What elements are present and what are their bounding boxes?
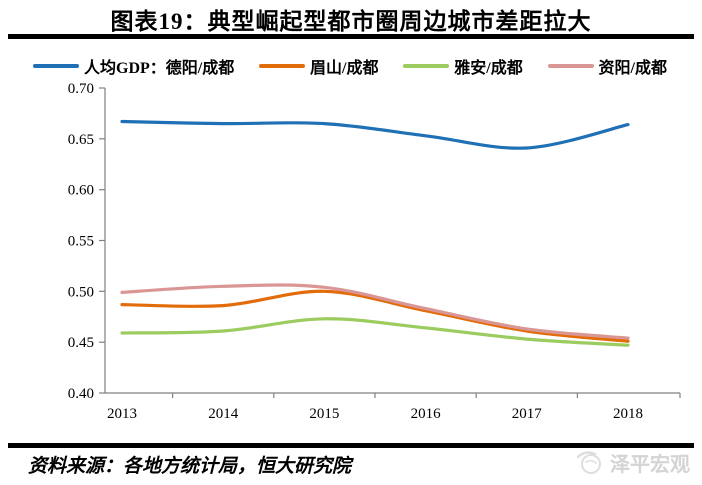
top-divider xyxy=(8,34,694,39)
legend-swatch-icon xyxy=(33,64,79,68)
legend-item: 眉山/成都 xyxy=(259,54,378,78)
legend-label: 人均GDP：德阳/成都 xyxy=(84,60,235,77)
legend-label: 资阳/成都 xyxy=(598,60,667,77)
bottom-divider xyxy=(8,443,694,448)
source-note: 资料来源：各地方统计局，恒大研究院 xyxy=(28,456,352,477)
y-tick-label: 0.70 xyxy=(68,81,94,97)
zeping-macro-logo-icon xyxy=(576,451,601,474)
legend: 人均GDP：德阳/成都 眉山/成都 雅安/成都 资阳/成都 xyxy=(33,54,667,78)
y-tick-label: 0.40 xyxy=(68,386,94,402)
watermark: 泽平宏观 xyxy=(575,447,690,477)
plot-area: 0.70 0.65 0.60 0.55 0.50 0.45 0.40 2013 2014 2015… xyxy=(0,80,702,436)
series-line-眉山/成都 xyxy=(120,289,630,343)
line-chart: 0.70 0.65 0.60 0.55 0.50 0.45 0.40 2013 2014 2015… xyxy=(68,81,681,422)
series-line-人均GDP：德阳/成都 xyxy=(120,119,630,150)
series-line-资阳/成都 xyxy=(120,283,630,340)
legend-item: 人均GDP：德阳/成都 xyxy=(33,54,234,78)
y-tick-label: 0.65 xyxy=(68,132,94,148)
y-tick-label: 0.60 xyxy=(68,183,94,199)
legend-label: 雅安/成都 xyxy=(454,60,523,77)
legend-item: 资阳/成都 xyxy=(547,54,667,78)
series-line-雅安/成都 xyxy=(120,317,630,347)
legend-item: 雅安/成都 xyxy=(403,54,523,78)
x-tick-label: 2018 xyxy=(613,406,643,422)
x-tick-label: 2014 xyxy=(208,406,239,422)
legend-swatch-icon xyxy=(259,64,306,68)
x-tick-label: 2016 xyxy=(411,406,442,422)
legend-swatch-icon xyxy=(547,64,594,68)
x-tick-label: 2015 xyxy=(309,406,339,422)
legend-label: 眉山/成都 xyxy=(310,60,379,77)
watermark-text: 泽平宏观 xyxy=(610,453,690,476)
x-tick-label: 2017 xyxy=(512,406,543,422)
y-tick-label: 0.55 xyxy=(68,234,94,250)
y-tick-label: 0.45 xyxy=(68,335,94,351)
x-tick-label: 2013 xyxy=(107,406,137,422)
chart-title: 图表19：典型崛起型都市圈周边城市差距拉大 xyxy=(110,9,592,34)
y-tick-label: 0.50 xyxy=(68,284,94,300)
legend-swatch-icon xyxy=(403,64,450,68)
